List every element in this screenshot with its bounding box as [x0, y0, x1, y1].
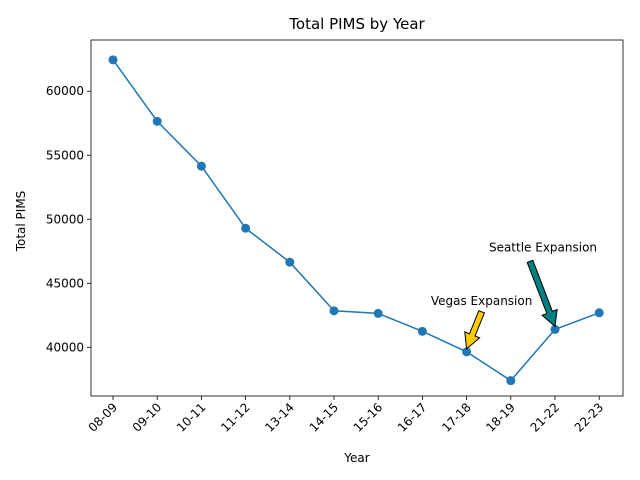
annotation-arrow — [526, 259, 558, 328]
data-point — [506, 376, 516, 386]
y-axis-label: Total PIMS — [14, 191, 28, 253]
data-point — [417, 326, 427, 336]
data-point — [285, 257, 295, 267]
data-point — [462, 347, 472, 357]
annotation-arrow — [464, 310, 486, 350]
data-point — [594, 308, 604, 318]
x-axis-label: Year — [343, 451, 369, 465]
chart-title: Total PIMS by Year — [288, 15, 425, 33]
series-line — [112, 59, 600, 382]
plot-frame — [90, 39, 624, 397]
data-point — [329, 306, 339, 316]
data-point — [373, 308, 383, 318]
y-tick-label: 55000 — [46, 148, 84, 162]
annotation-label: Vegas Expansion — [431, 294, 533, 308]
y-tick-label: 60000 — [46, 84, 84, 98]
data-point — [550, 324, 560, 334]
y-tick-label: 40000 — [46, 340, 84, 354]
y-tick-label: 50000 — [46, 212, 84, 226]
data-point — [241, 223, 251, 233]
data-point — [152, 116, 162, 126]
data-point — [108, 55, 118, 65]
data-point — [196, 161, 206, 171]
annotation-label: Seattle Expansion — [489, 240, 597, 254]
y-tick-label: 45000 — [46, 276, 84, 290]
